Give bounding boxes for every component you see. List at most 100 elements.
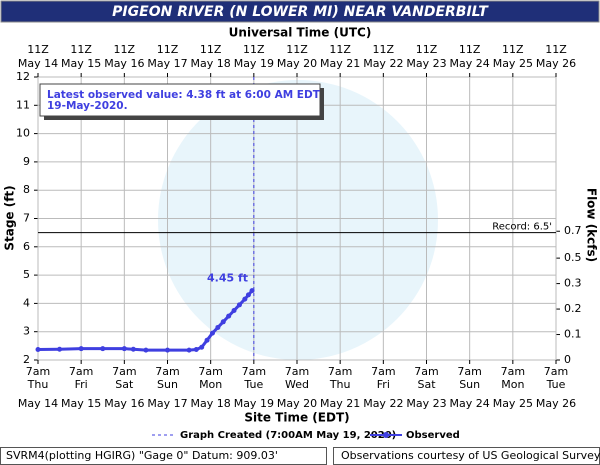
- weekday-label: Sat: [417, 378, 436, 391]
- chart-title: PIGEON RIVER (N LOWER MI) NEAR VANDERBIL…: [112, 4, 489, 20]
- utc-label: 11Z: [70, 43, 92, 56]
- legend-created-label: Graph Created (7:00AM May 19, 2020): [180, 430, 396, 441]
- y-tick-label: 7: [23, 212, 30, 225]
- y-tick-label: 6: [23, 240, 30, 253]
- y2-tick-label: 0.2: [564, 302, 582, 315]
- utc-label: 11Z: [243, 43, 265, 56]
- y-tick-label: 9: [23, 155, 30, 168]
- utc-label: 11Z: [502, 43, 524, 56]
- local-label: 7am: [328, 365, 352, 378]
- weekday-label: Sun: [459, 378, 480, 391]
- legend-observed-label: Observed: [406, 430, 460, 441]
- local-label: 7am: [242, 365, 266, 378]
- weekday-label: Fri: [377, 378, 390, 391]
- observed-point: [242, 296, 248, 302]
- local-label: 7am: [544, 365, 568, 378]
- legend-observed-dot: [383, 432, 389, 438]
- observed-point: [226, 313, 232, 319]
- date-label-top: May 14: [18, 57, 58, 70]
- observed-point: [143, 347, 149, 353]
- date-label-top: May 20: [277, 57, 317, 70]
- y2-tick-label: 0.5: [564, 251, 582, 264]
- date-label-top: May 24: [450, 57, 490, 70]
- title-bar: [0, 0, 600, 23]
- date-label: May 22: [363, 397, 403, 410]
- utc-label: 11Z: [114, 43, 136, 56]
- local-label: 7am: [501, 365, 525, 378]
- date-label: May 18: [191, 397, 231, 410]
- local-label: 7am: [155, 365, 179, 378]
- utc-label: 11Z: [157, 43, 179, 56]
- local-label: 7am: [285, 365, 309, 378]
- date-label: May 20: [277, 397, 317, 410]
- observed-point: [249, 288, 255, 294]
- date-label: May 15: [61, 397, 101, 410]
- y2-tick-label: 0.1: [564, 328, 582, 341]
- observed-point: [231, 307, 237, 313]
- footer-left: SVRM4(plotting HGIRG) "Gage 0" Datum: 90…: [6, 449, 278, 462]
- observed-point: [204, 337, 210, 343]
- local-label: 7am: [112, 365, 136, 378]
- utc-label: 11Z: [329, 43, 351, 56]
- observed-point: [130, 346, 136, 352]
- watermark: [158, 80, 438, 360]
- date-label: May 24: [450, 397, 490, 410]
- date-label: May 23: [406, 397, 446, 410]
- date-label-top: May 26: [536, 57, 576, 70]
- date-label-top: May 25: [493, 57, 533, 70]
- y2-tick-label: 0.7: [564, 224, 582, 237]
- local-label: 7am: [198, 365, 222, 378]
- y-tick-label: 12: [16, 70, 30, 83]
- weekday-label: Thu: [329, 378, 351, 391]
- observed-point: [100, 346, 106, 352]
- weekday-label: Fri: [75, 378, 88, 391]
- observed-point: [209, 330, 215, 336]
- record-label: Record: 6.5': [492, 222, 552, 233]
- weekday-label: Mon: [199, 378, 222, 391]
- observed-point: [236, 302, 242, 308]
- observed-point: [35, 347, 41, 353]
- date-label: May 19: [234, 397, 274, 410]
- x-axis-title: Site Time (EDT): [244, 411, 349, 425]
- local-label: 7am: [69, 365, 93, 378]
- y-tick-label: 2: [23, 353, 30, 366]
- observed-point: [215, 324, 221, 330]
- weekday-label: Tue: [546, 378, 566, 391]
- observed-point: [78, 346, 84, 352]
- y-tick-label: 10: [16, 127, 30, 140]
- observed-point: [186, 347, 192, 353]
- y2-axis-title: Flow (kcfs): [585, 188, 599, 262]
- weekday-label: Mon: [501, 378, 524, 391]
- observed-point: [199, 344, 205, 350]
- value-label: 4.45 ft: [207, 272, 248, 285]
- date-label: May 25: [493, 397, 533, 410]
- local-label: 7am: [414, 365, 438, 378]
- date-label: May 14: [18, 397, 58, 410]
- observed-point: [193, 347, 199, 353]
- observed-point: [121, 346, 127, 352]
- latest-note: 19-May-2020.: [47, 100, 128, 112]
- local-label: 7am: [457, 365, 481, 378]
- date-label-top: May 21: [320, 57, 360, 70]
- footer-right: Observations courtesy of US Geological S…: [341, 449, 600, 462]
- date-label: May 17: [147, 397, 187, 410]
- y-tick-label: 3: [23, 325, 30, 338]
- weekday-label: Tue: [243, 378, 263, 391]
- date-label: May 16: [104, 397, 144, 410]
- date-label: May 21: [320, 397, 360, 410]
- y2-tick-label: 0.3: [564, 277, 582, 290]
- date-label-top: May 23: [406, 57, 446, 70]
- note-box: [39, 83, 321, 117]
- y-axis-title: Stage (ft): [3, 185, 17, 250]
- observed-point: [245, 292, 251, 298]
- weekday-label: Sun: [157, 378, 178, 391]
- utc-label: 11Z: [27, 43, 49, 56]
- weekday-label: Thu: [27, 378, 49, 391]
- y-tick-label: 4: [23, 296, 30, 309]
- utc-label: 11Z: [373, 43, 395, 56]
- utc-label: 11Z: [545, 43, 567, 56]
- top-axis-title: Universal Time (UTC): [229, 26, 372, 40]
- observed-point: [57, 346, 63, 352]
- date-label-top: May 22: [363, 57, 403, 70]
- y2-tick-label: 0: [564, 353, 571, 366]
